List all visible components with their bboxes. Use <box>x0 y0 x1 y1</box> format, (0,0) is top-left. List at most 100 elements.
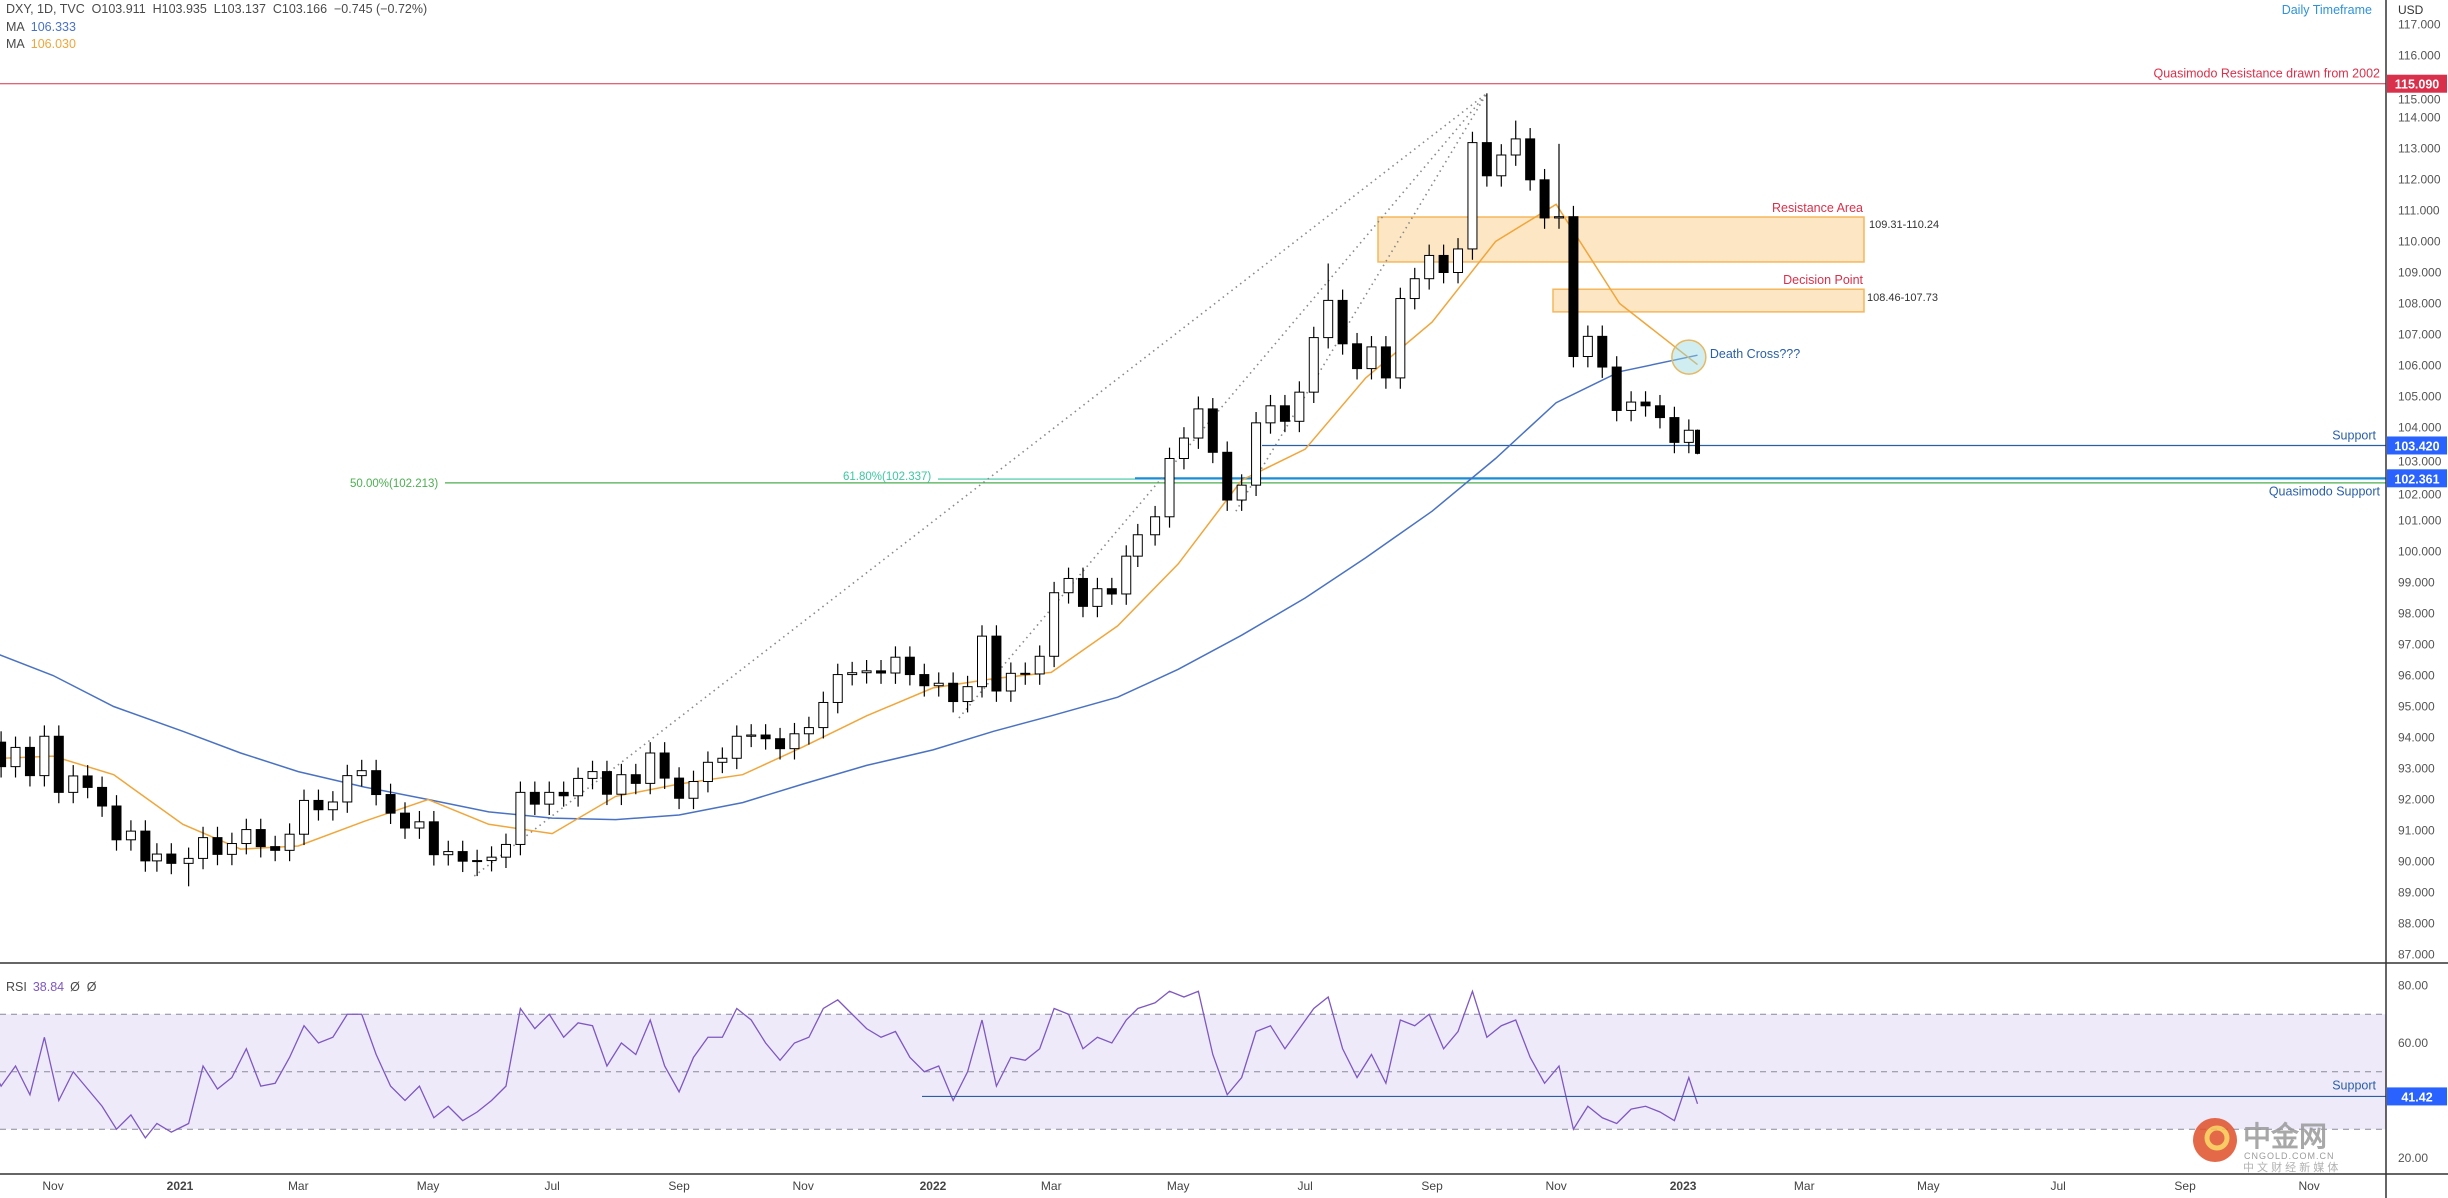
trend-lines <box>473 92 1488 877</box>
candle <box>573 767 584 807</box>
time-tick-label: Jul <box>2050 1179 2065 1193</box>
candle-body <box>1640 401 1651 407</box>
price-tick-label: 99.000 <box>2398 576 2435 590</box>
support-label: Support <box>2332 428 2376 442</box>
rsi-support-badge: 41.42 <box>2387 1087 2447 1106</box>
rsi-legend: RSI 38.84 Ø Ø <box>6 980 97 994</box>
candle-body <box>1106 588 1117 595</box>
candle <box>1352 332 1363 380</box>
candle-body <box>558 791 569 797</box>
quasimodo-support-price-badge-bg <box>2387 469 2447 488</box>
candle-body <box>1525 138 1536 181</box>
death-cross-marker <box>1671 339 1707 375</box>
price-tick-label: 102.000 <box>2398 487 2442 501</box>
rsi-label: RSI <box>6 980 27 994</box>
price-tick-label: 105.000 <box>2398 390 2442 404</box>
candle <box>1005 662 1016 702</box>
price-tick-label: 110.000 <box>2398 235 2441 249</box>
candle-body <box>977 635 987 688</box>
candle-body <box>1424 254 1435 280</box>
quasimodo-support-price-badge-text: 102.361 <box>2394 472 2439 486</box>
candle <box>125 820 136 851</box>
candle <box>1150 505 1161 546</box>
candle-body <box>1150 516 1161 536</box>
candle-body <box>166 853 177 864</box>
candle-body <box>1453 248 1464 274</box>
time-tick-label: 2021 <box>167 1179 194 1193</box>
candle <box>198 826 209 870</box>
candle <box>1395 287 1406 389</box>
support-price-badge: 103.420 <box>2387 436 2447 455</box>
candle <box>255 818 266 858</box>
candle-body <box>1481 142 1492 177</box>
candle <box>385 783 396 824</box>
candle <box>688 770 699 810</box>
watermark-domain: CNGOLD.COM.CN <box>2244 1151 2335 1161</box>
candle-body <box>1467 142 1478 250</box>
price-tick-label: 117.000 <box>2398 18 2441 32</box>
candle <box>1510 120 1521 166</box>
time-axis: Nov 2021 Mar May Jul Sep Nov 2022 Mar May Jul Sep No… <box>42 1179 2319 1193</box>
candle <box>1222 441 1233 511</box>
candle-body <box>890 656 901 674</box>
candle-body <box>1626 401 1637 411</box>
candle-body <box>760 734 771 740</box>
candle-body <box>53 735 64 793</box>
candle-body <box>24 746 35 777</box>
candle <box>1611 356 1622 422</box>
candle-body <box>255 829 266 848</box>
candle <box>731 725 742 770</box>
candle-body <box>10 746 21 768</box>
candle <box>183 847 194 887</box>
quasimodo-resistance-label: Quasimodo Resistance drawn from 2002 <box>2153 67 2380 81</box>
candle-body <box>0 741 7 768</box>
candle-body <box>515 791 526 845</box>
rsi-support-label: Support <box>2332 1078 2376 1092</box>
candle-body <box>1077 577 1088 607</box>
candle-body <box>385 794 396 814</box>
candle <box>1063 567 1074 604</box>
candle-body <box>775 738 786 750</box>
candle <box>299 789 310 846</box>
candle <box>616 763 627 806</box>
candle-body <box>702 761 713 783</box>
candle-body <box>1669 417 1680 443</box>
time-tick-label: Nov <box>2298 1179 2319 1193</box>
candle <box>1077 567 1088 618</box>
candle <box>1020 662 1031 685</box>
candle-body <box>587 771 598 779</box>
time-tick-label: May <box>1167 1179 1190 1193</box>
horizontal-levels: Quasimodo Resistance drawn from 2002 50.0… <box>0 67 2386 498</box>
price-tick-label: 100.000 <box>2398 545 2442 559</box>
candle-body <box>1207 408 1218 453</box>
candle <box>1132 523 1143 567</box>
time-tick-label: May <box>417 1179 440 1193</box>
time-tick-label: Nov <box>42 1179 63 1193</box>
candle <box>1049 581 1060 668</box>
candle <box>1236 474 1247 511</box>
candle-body <box>212 837 223 855</box>
candle-body <box>1092 588 1103 607</box>
candle-body <box>1597 335 1608 368</box>
candle <box>1695 429 1701 455</box>
support-price-badge-bg <box>2387 436 2447 455</box>
candle-body <box>1611 366 1622 411</box>
watermark-logo-swirl <box>2204 1125 2230 1151</box>
price-tick-label: 94.000 <box>2398 731 2435 745</box>
candle-body <box>39 735 50 777</box>
moving-averages <box>0 203 1698 850</box>
price-tick-label: 106.000 <box>2398 359 2442 373</box>
candle <box>1467 131 1478 260</box>
candle <box>10 736 21 778</box>
decision-point-range: 108.46-107.73 <box>1867 292 1938 304</box>
resistance-price-badge: 115.090 <box>2387 74 2447 93</box>
candle-body <box>746 734 757 737</box>
rsi-params: Ø Ø <box>70 980 97 994</box>
candle-body <box>1323 299 1334 339</box>
candle-body <box>803 727 814 735</box>
candle-body <box>68 775 79 793</box>
time-tick-label: 2022 <box>920 1179 947 1193</box>
candle <box>1438 244 1449 284</box>
candle <box>342 764 353 813</box>
